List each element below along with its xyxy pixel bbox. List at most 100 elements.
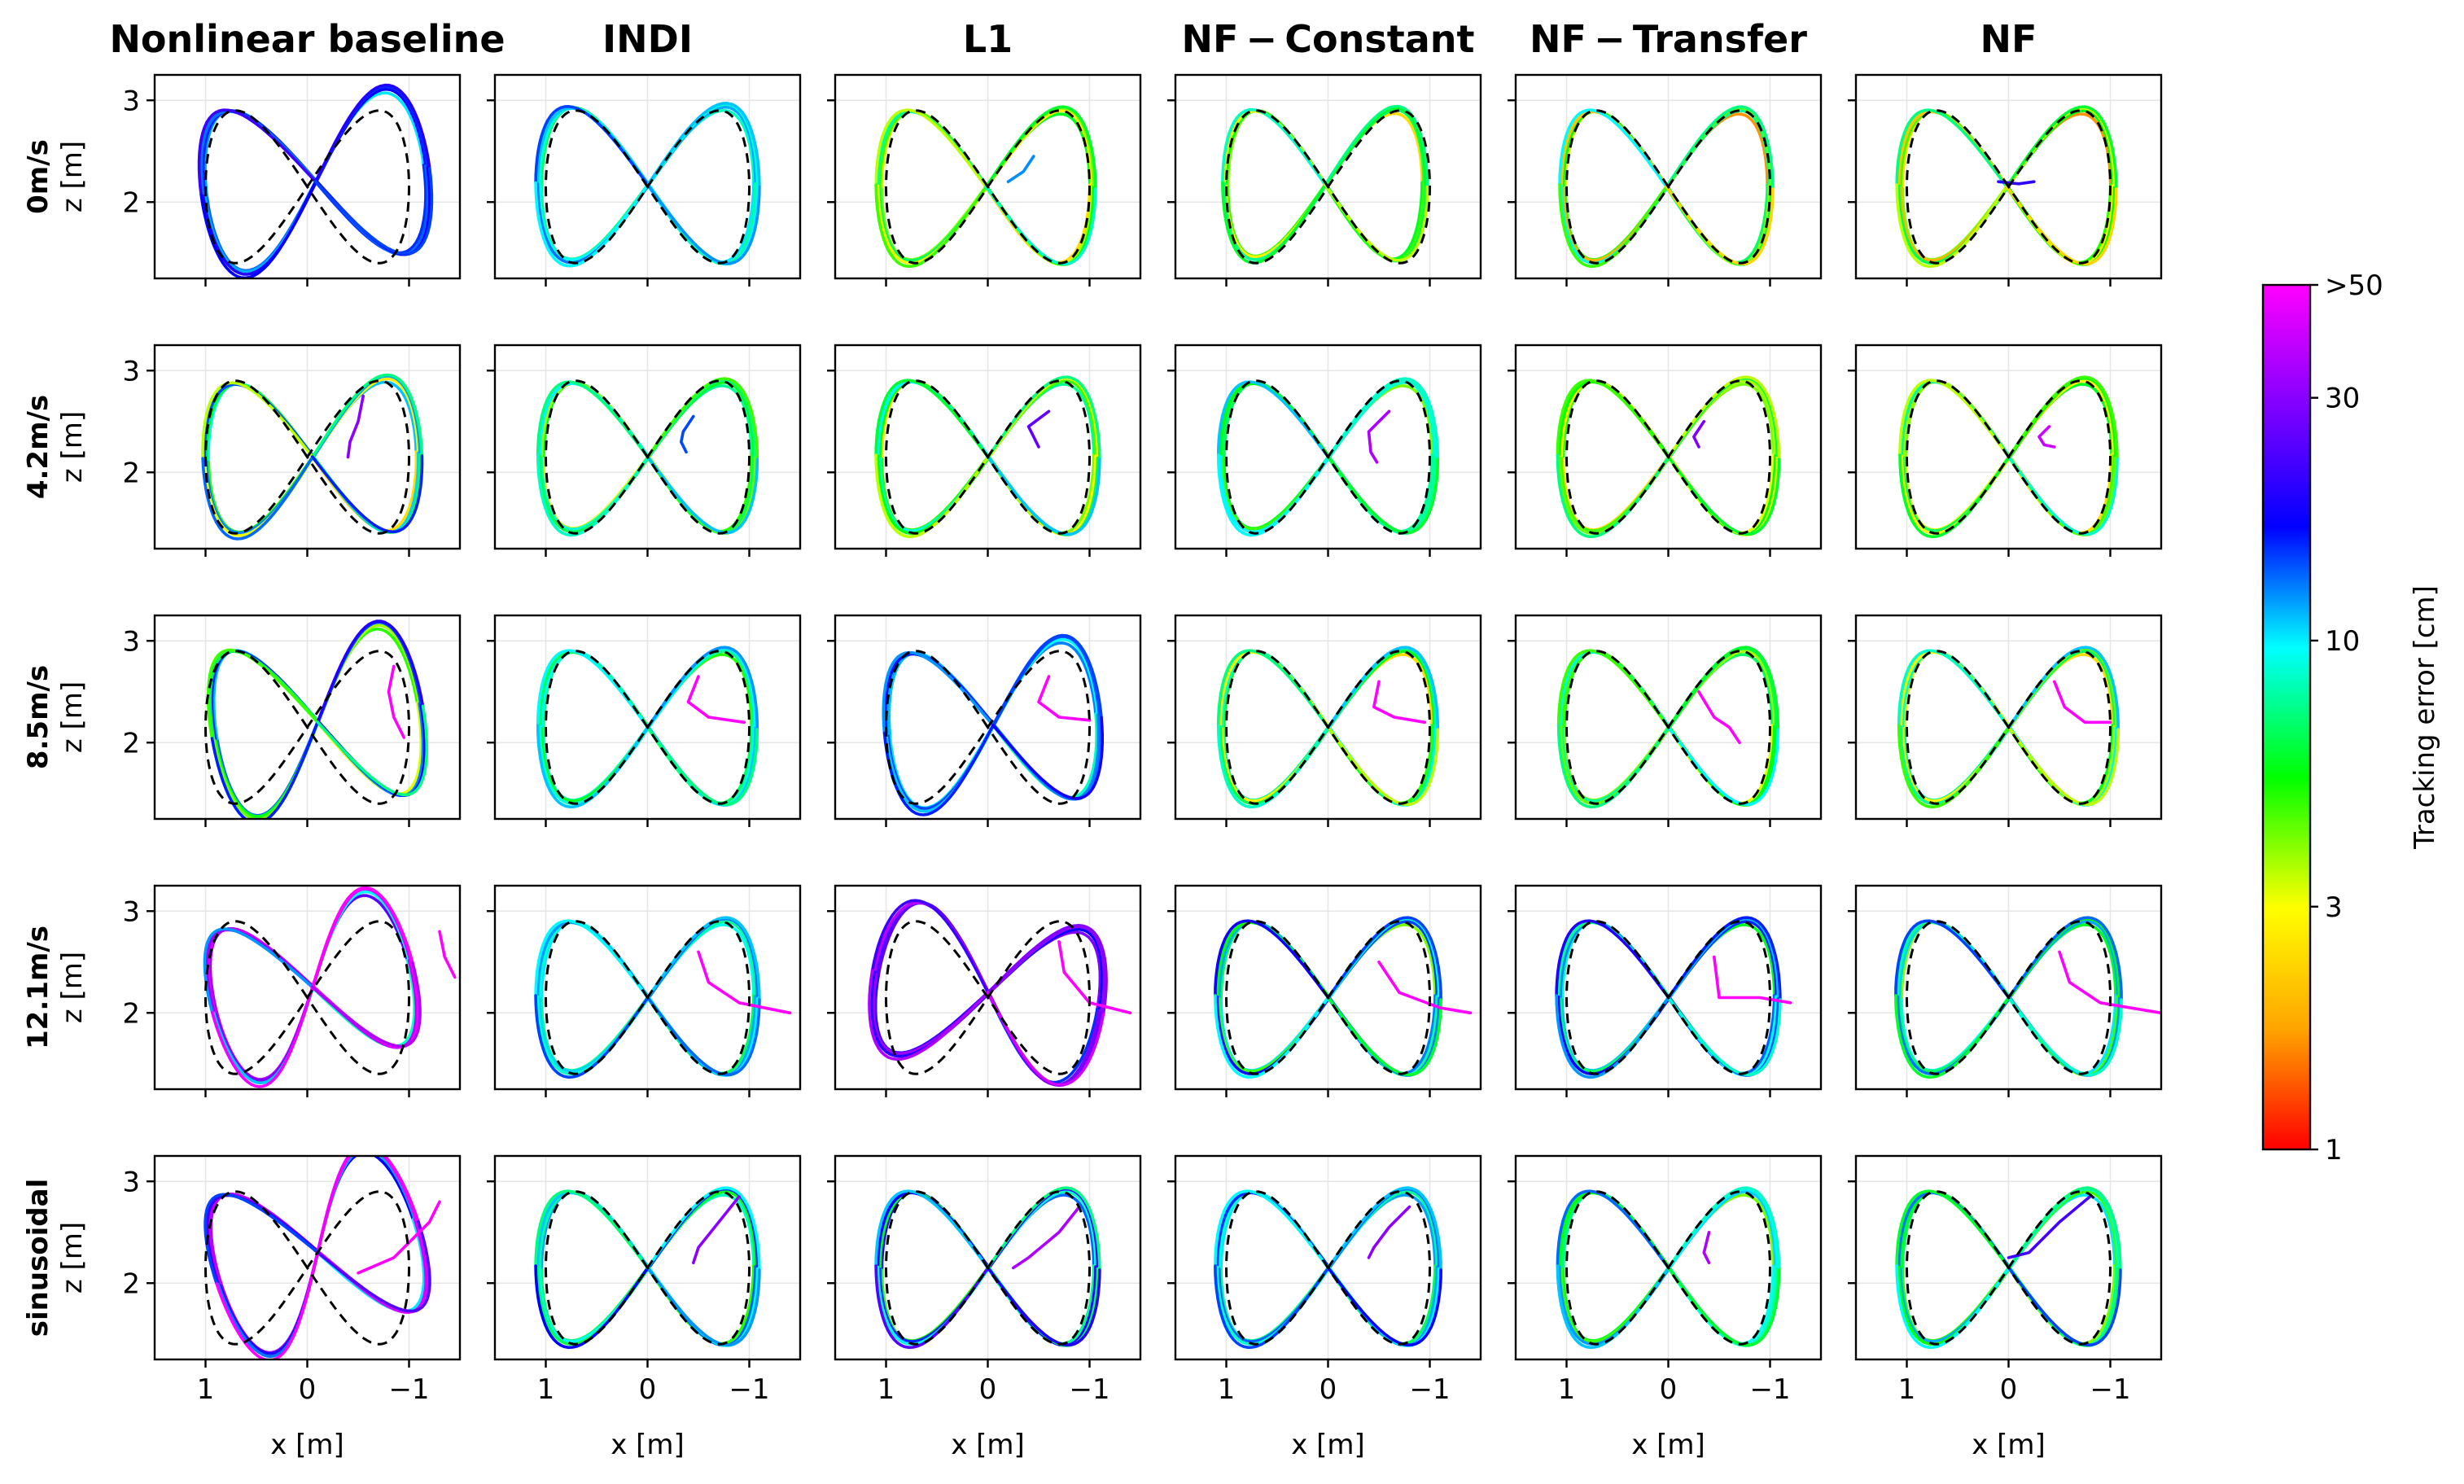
reference-trajectory (544, 650, 751, 805)
trajectory-segment (1214, 994, 1330, 1079)
trajectory-segment (1216, 649, 1330, 729)
trajectory-segment (215, 1251, 319, 1359)
panel: 23 (122, 73, 462, 287)
trajectory-segment (201, 381, 314, 460)
trajectory-segment (1895, 1189, 2011, 1269)
column-titles: Nonlinear baseline INDI L1 NF − Constant… (109, 17, 2037, 61)
y-tick-label: 3 (122, 355, 140, 387)
trajectory-segment (874, 183, 987, 269)
reference-trajectory (1224, 1190, 1432, 1346)
panel: 1 0 −1 (827, 1154, 1142, 1406)
trajectory-segment (869, 970, 990, 1058)
panel (827, 614, 1142, 827)
trajectory-segment (536, 649, 650, 729)
trajectory-segment (205, 1193, 319, 1286)
reference-trajectory (1565, 650, 1772, 805)
trajectory-transient (1006, 155, 1035, 183)
trajectory-segment (316, 701, 422, 796)
trajectory-transient (2058, 950, 2161, 1015)
trajectory-segment (874, 379, 990, 458)
trajectory-segment (311, 454, 424, 534)
trajectory-segment (1665, 105, 1775, 190)
x-tick-label: 0 (1660, 1373, 1678, 1406)
reference-trajectory (1565, 920, 1772, 1075)
colorbar-tick-label: 10 (2325, 625, 2360, 658)
trajectory-segment (316, 1219, 431, 1313)
trajectory-segment (1216, 380, 1330, 458)
row-title-12-1ms: 12.1m/s (22, 926, 55, 1049)
trajectory-segment (203, 927, 314, 1014)
trajectory-segment (1214, 1264, 1330, 1350)
trajectory-transient (346, 394, 365, 459)
y-tick-label: 2 (122, 457, 140, 489)
trajectory-segment (874, 108, 987, 188)
reference-trajectory (1905, 379, 2112, 535)
reference-trajectory (1905, 920, 2112, 1075)
panel (1508, 614, 1823, 827)
trajectory-segment (1556, 453, 1670, 539)
panel (1167, 884, 1482, 1097)
panel (827, 884, 1142, 1097)
panel (487, 344, 802, 557)
trajectory-segment (201, 456, 314, 541)
x-tick-label: −1 (1069, 1373, 1109, 1406)
panel (1848, 614, 2163, 827)
trajectory-segment (2007, 725, 2120, 807)
trajectory-transient (438, 930, 457, 979)
panel (1848, 884, 2163, 1097)
trajectory-transient (1367, 1205, 1411, 1259)
column-title-nf-transfer: NF − Transfer (1530, 17, 1807, 61)
x-axis-labels: x [m] x [m] x [m] x [m] x [m] x [m] (270, 1429, 2046, 1461)
trajectory-transient (1026, 409, 1051, 449)
reference-trajectory (1224, 650, 1432, 805)
trajectory-segment (646, 182, 761, 265)
trajectory-transient (1697, 690, 1741, 745)
trajectory-transient (2007, 1195, 2092, 1259)
trajectory-segment (1556, 649, 1670, 729)
panel (487, 73, 802, 287)
trajectory-segment (1666, 455, 1781, 536)
trajectory-segment (991, 633, 1103, 728)
trajectory-segment (210, 649, 319, 742)
y-axis-label: z [m] (56, 952, 89, 1023)
trajectory-segment (534, 1189, 650, 1269)
trajectory-transient (1367, 409, 1391, 464)
trajectory-segment (984, 105, 1097, 190)
reference-trajectory (1905, 650, 2112, 805)
trajectory-segment (870, 899, 990, 994)
reference-trajectory (884, 1190, 1092, 1346)
trajectory-transient (697, 950, 792, 1015)
y-axis-label: z [m] (56, 681, 89, 753)
x-tick-label: 1 (1898, 1373, 1916, 1406)
trajectory-segment (1555, 919, 1670, 999)
trajectory-segment (1326, 1266, 1442, 1347)
row-title-sinusoidal: sinusoidal (22, 1179, 55, 1337)
x-tick-label: 1 (197, 1373, 215, 1406)
trajectory-transient (1372, 680, 1427, 724)
panel: 1 0 −1 (487, 1154, 802, 1406)
x-tick-label: −1 (2090, 1373, 2130, 1406)
panel (1848, 344, 2163, 557)
reference-trajectory (884, 379, 1092, 535)
trajectory-segment (986, 924, 1108, 1016)
trajectory-segment (1558, 108, 1668, 188)
colorbar: Tracking error [cm] 1 3 10 30 >50 (2261, 269, 2441, 1167)
trajectory-segment (874, 1264, 990, 1350)
reference-trajectory (884, 109, 1092, 265)
panel (487, 884, 802, 1097)
y-tick-label: 3 (122, 895, 140, 928)
trajectory-transient (686, 675, 746, 724)
reference-trajectory (1905, 109, 2112, 265)
y-axis-label: z [m] (56, 411, 89, 483)
trajectory-segment (1324, 104, 1429, 189)
colorbar-label: Tracking error [cm] (2409, 585, 2441, 850)
x-tick-label: −1 (1749, 1373, 1790, 1406)
trajectory-segment (2007, 996, 2123, 1077)
reference-trajectory (204, 109, 411, 265)
trajectory-segment (2007, 1266, 2122, 1347)
row-title-4-2ms: 4.2m/s (22, 395, 55, 499)
column-title-nf: NF (1980, 17, 2037, 61)
row-title-0ms: 0m/s (22, 139, 55, 214)
